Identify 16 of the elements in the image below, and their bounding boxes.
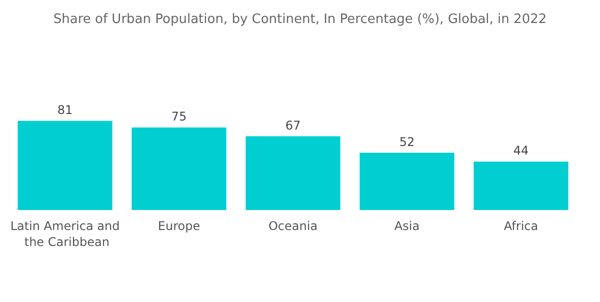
data-label: 81 [57, 102, 73, 117]
x-tick-label: Asia [394, 219, 420, 233]
chart-title: Share of Urban Population, by Continent, In Percentage (%), Global, in 2022 [53, 12, 547, 27]
bar [474, 162, 568, 210]
data-label: 52 [399, 134, 415, 149]
data-label: 67 [285, 118, 301, 132]
bar [360, 152, 454, 210]
x-tick-label: Oceania [268, 219, 318, 233]
data-label: 75 [171, 110, 187, 124]
bar [18, 120, 112, 210]
bar [246, 136, 340, 210]
data-label: 44 [513, 144, 529, 158]
x-tick-label: Europe [158, 219, 200, 233]
x-tick-label: Latin America and the Caribbean [10, 219, 120, 249]
x-tick-label: Africa [504, 219, 538, 233]
bar [132, 128, 226, 210]
